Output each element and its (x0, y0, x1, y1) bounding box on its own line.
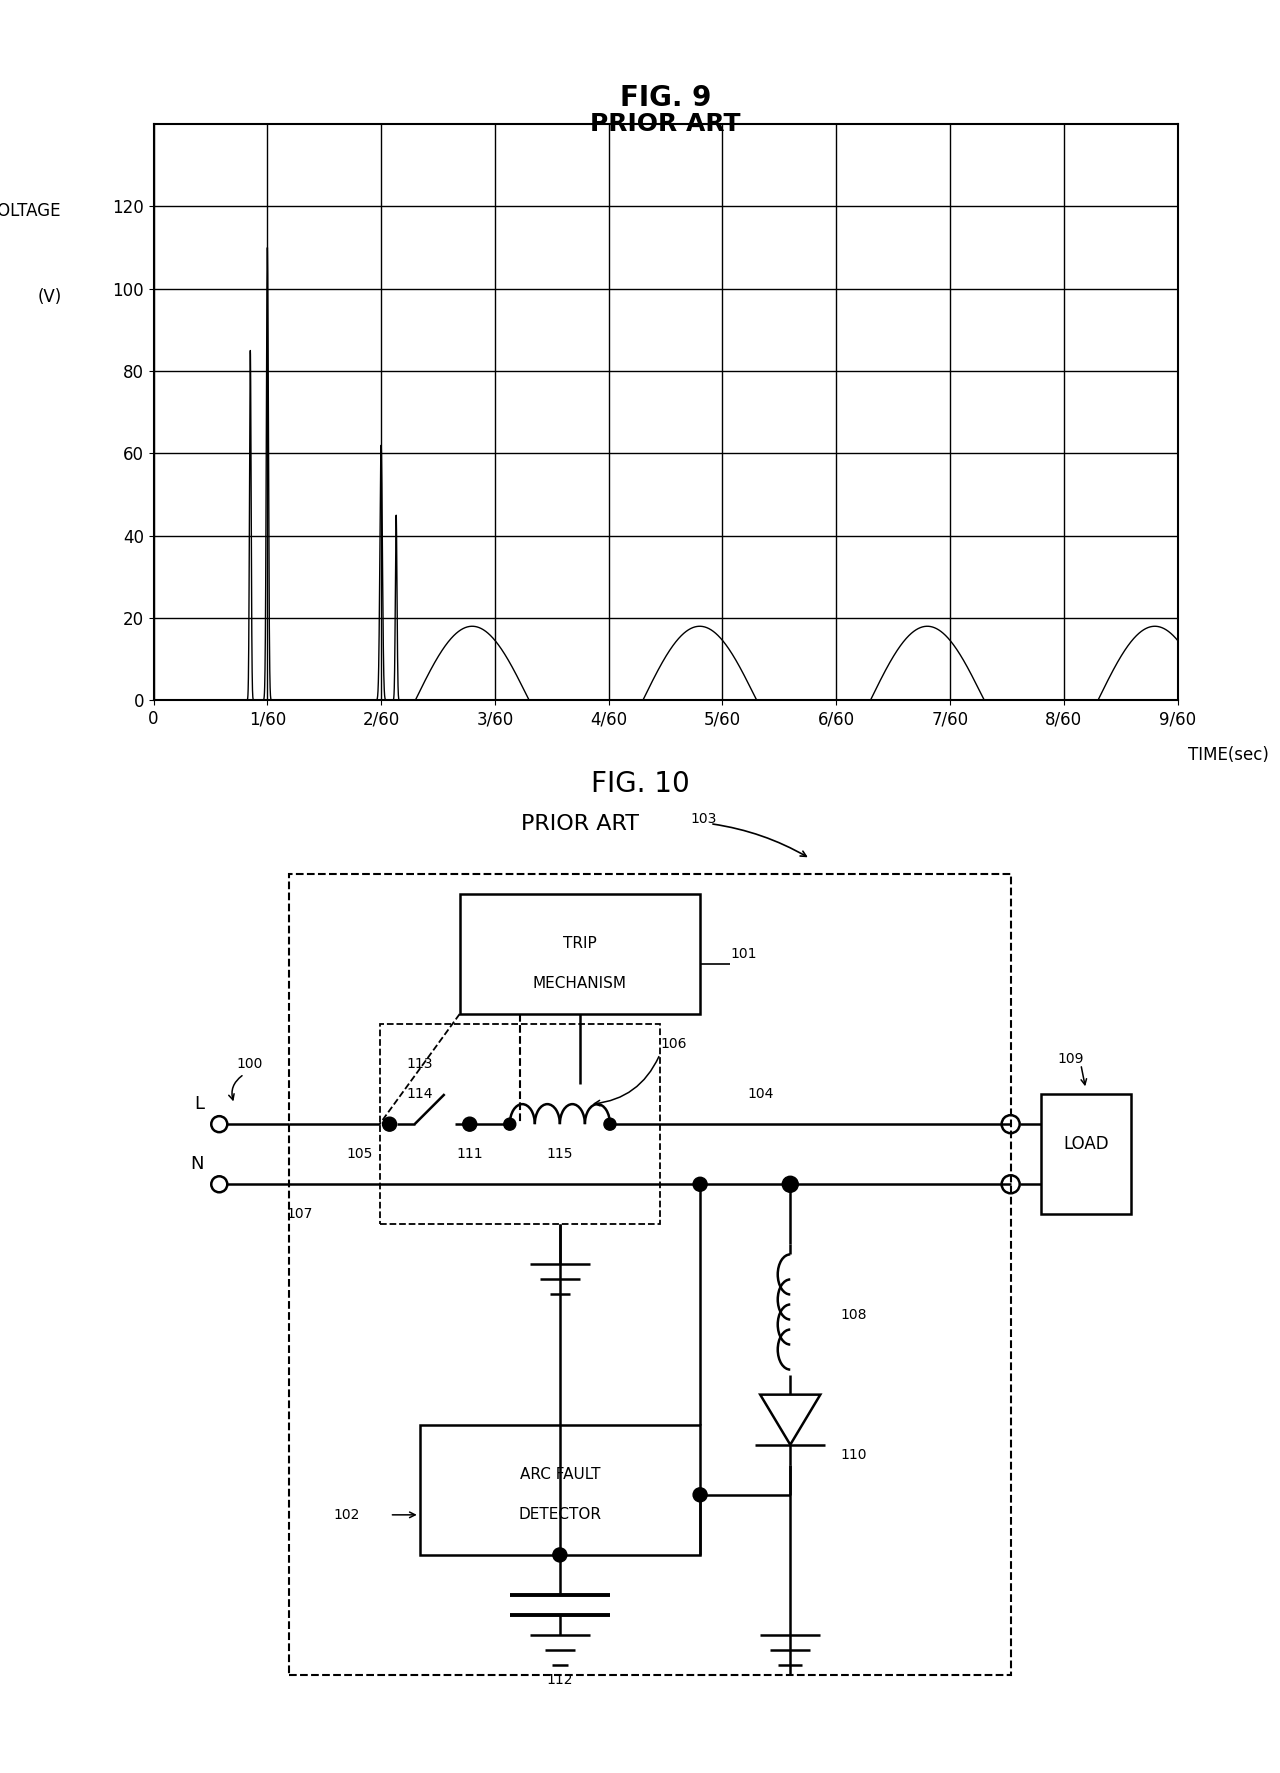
Text: 101: 101 (730, 947, 756, 961)
Bar (380, 1025, 660, 1225)
Text: 100: 100 (236, 1057, 262, 1071)
Circle shape (553, 1548, 567, 1562)
Circle shape (504, 1119, 516, 1129)
Text: 103: 103 (690, 812, 717, 826)
Text: 111: 111 (457, 1147, 483, 1161)
Bar (1041, 1094, 1130, 1215)
Circle shape (383, 1117, 397, 1131)
Text: 114: 114 (406, 1087, 433, 1101)
Text: LOAD: LOAD (1062, 1135, 1108, 1152)
Text: 105: 105 (347, 1147, 372, 1161)
Text: DETECTOR: DETECTOR (518, 1507, 602, 1523)
Circle shape (692, 1177, 707, 1191)
Bar (460, 894, 700, 1014)
Text: ARC FAULT: ARC FAULT (520, 1468, 600, 1482)
Text: MECHANISM: MECHANISM (532, 977, 627, 991)
Text: TRIP: TRIP (563, 936, 596, 952)
Bar (289, 874, 1011, 1675)
Text: 106: 106 (660, 1037, 686, 1051)
Text: N: N (191, 1156, 205, 1174)
Bar (420, 1425, 700, 1555)
Circle shape (462, 1117, 476, 1131)
Text: 112: 112 (547, 1674, 573, 1688)
Circle shape (604, 1119, 616, 1129)
Text: PRIOR ART: PRIOR ART (521, 814, 639, 833)
Text: 113: 113 (406, 1057, 433, 1071)
Text: 109: 109 (1057, 1051, 1084, 1066)
Text: 107: 107 (287, 1207, 312, 1222)
Text: L: L (195, 1096, 205, 1113)
Text: FIG. 9: FIG. 9 (620, 83, 712, 112)
Circle shape (782, 1175, 799, 1191)
Text: PRIOR ART: PRIOR ART (590, 112, 741, 137)
Text: 104: 104 (748, 1087, 773, 1101)
Text: FIG. 10: FIG. 10 (590, 769, 690, 798)
Text: VOLTAGE: VOLTAGE (0, 202, 61, 220)
Circle shape (692, 1488, 707, 1502)
Text: (V): (V) (37, 287, 61, 307)
Polygon shape (760, 1395, 820, 1445)
Text: 102: 102 (333, 1507, 360, 1521)
Text: 108: 108 (841, 1307, 867, 1321)
Text: TIME(sec): TIME(sec) (1188, 746, 1268, 764)
Text: 110: 110 (841, 1449, 867, 1461)
Text: 115: 115 (547, 1147, 573, 1161)
